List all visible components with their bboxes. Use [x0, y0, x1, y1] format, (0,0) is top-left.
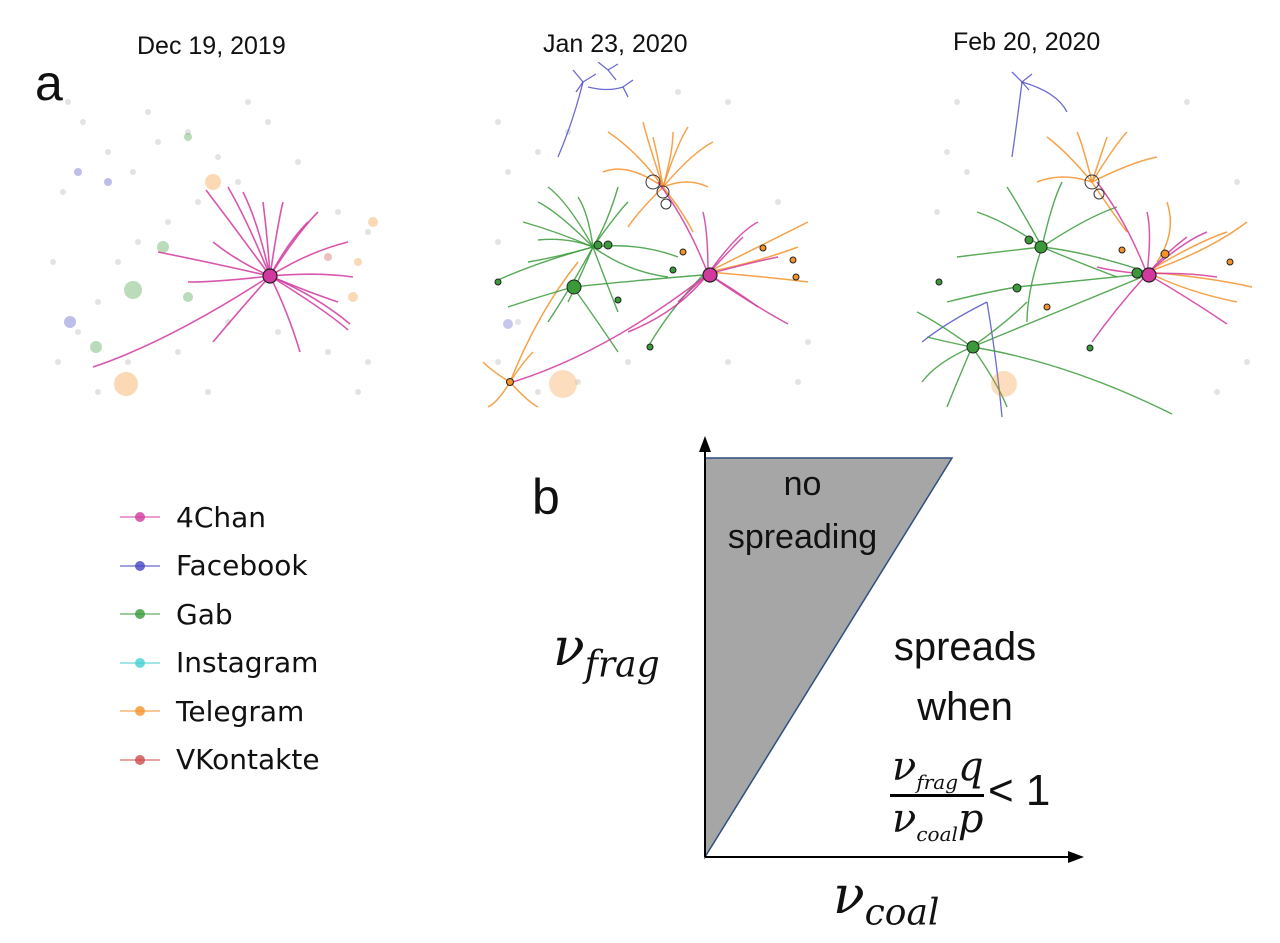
spreads-line-2: when	[917, 685, 1013, 729]
x-axis-subscript: coal	[864, 892, 940, 934]
4chan-hub-node	[262, 268, 278, 284]
snapshot-date-1: Dec 19, 2019	[137, 32, 286, 60]
x-axis-arrowhead	[1068, 851, 1084, 863]
legend-label: VKontakte	[176, 743, 320, 777]
background-nodes	[934, 99, 1250, 395]
x-axis-label: νcoal	[833, 866, 939, 933]
legend-swatch	[120, 754, 160, 765]
background-nodes	[50, 99, 371, 395]
no-spreading-label: no spreading	[705, 458, 900, 564]
legend-swatch	[120, 560, 160, 571]
denominator-symbol: ν	[892, 796, 917, 842]
y-axis-subscript: frag	[584, 644, 660, 686]
platform-legend: 4Chan Facebook Gab Instagram Telegram VK…	[118, 493, 320, 784]
spreads-line-1: spreads	[893, 625, 1037, 669]
legend-label: 4Chan	[176, 500, 267, 534]
nodes	[494, 174, 800, 398]
legend-label: Gab	[176, 597, 233, 631]
legend-label: Instagram	[176, 646, 319, 680]
facebook-edges	[557, 62, 634, 158]
panel-a-label: a	[35, 55, 63, 111]
network-snapshot-jan-23-2020	[482, 62, 811, 408]
snapshot-date-3: Feb 20, 2020	[953, 28, 1101, 56]
nodes	[935, 174, 1234, 397]
condition-numerator: νfragq	[892, 744, 984, 794]
numerator-variable: q	[958, 744, 984, 790]
numerator-subscript: frag	[916, 770, 959, 794]
legend-item-4chan: 4Chan	[118, 493, 320, 542]
legend-item-facebook: Facebook	[118, 542, 320, 591]
panel-b-label: b	[532, 469, 560, 525]
legend-swatch	[120, 706, 160, 717]
background-nodes	[495, 89, 811, 395]
no-spreading-line-1: no	[783, 465, 822, 503]
legend-item-vkontakte: VKontakte	[118, 736, 320, 785]
legend-swatch	[120, 609, 160, 620]
4chan-edges	[92, 186, 354, 368]
condition-denominator: νcoalp	[892, 796, 984, 846]
legend-item-telegram: Telegram	[118, 687, 320, 736]
y-axis-symbol: ν	[553, 618, 585, 678]
facebook-edges	[921, 71, 1068, 417]
no-spreading-line-2: spreading	[727, 518, 878, 556]
legend-item-instagram: Instagram	[118, 639, 320, 688]
numerator-symbol: ν	[892, 744, 917, 790]
legend-label: Facebook	[176, 549, 308, 583]
legend-swatch	[120, 512, 160, 523]
spreads-when-label: spreads when	[865, 617, 1065, 737]
denominator-variable: p	[957, 796, 984, 842]
telegram-edges	[482, 121, 809, 408]
y-axis-label: νfrag	[553, 618, 660, 685]
legend-label: Telegram	[176, 694, 305, 728]
faint-colored-nodes	[64, 133, 378, 396]
condition-relation: < 1	[988, 766, 1051, 815]
telegram-edges	[1036, 131, 1253, 303]
gab-edges	[917, 181, 1173, 415]
legend-swatch	[120, 657, 160, 668]
spreading-condition: νfragq νcoalp < 1	[888, 744, 1088, 854]
network-snapshot-dec-19-2019	[50, 99, 378, 396]
legend-item-gab: Gab	[118, 590, 320, 639]
network-snapshot-feb-20-2020	[917, 71, 1253, 417]
fraction-bar	[890, 794, 984, 797]
y-axis-arrowhead	[699, 436, 711, 452]
snapshot-date-2: Jan 23, 2020	[543, 30, 688, 58]
phase-diagram	[699, 436, 1084, 863]
x-axis-symbol: ν	[833, 866, 865, 926]
denominator-subscript: coal	[916, 822, 958, 846]
